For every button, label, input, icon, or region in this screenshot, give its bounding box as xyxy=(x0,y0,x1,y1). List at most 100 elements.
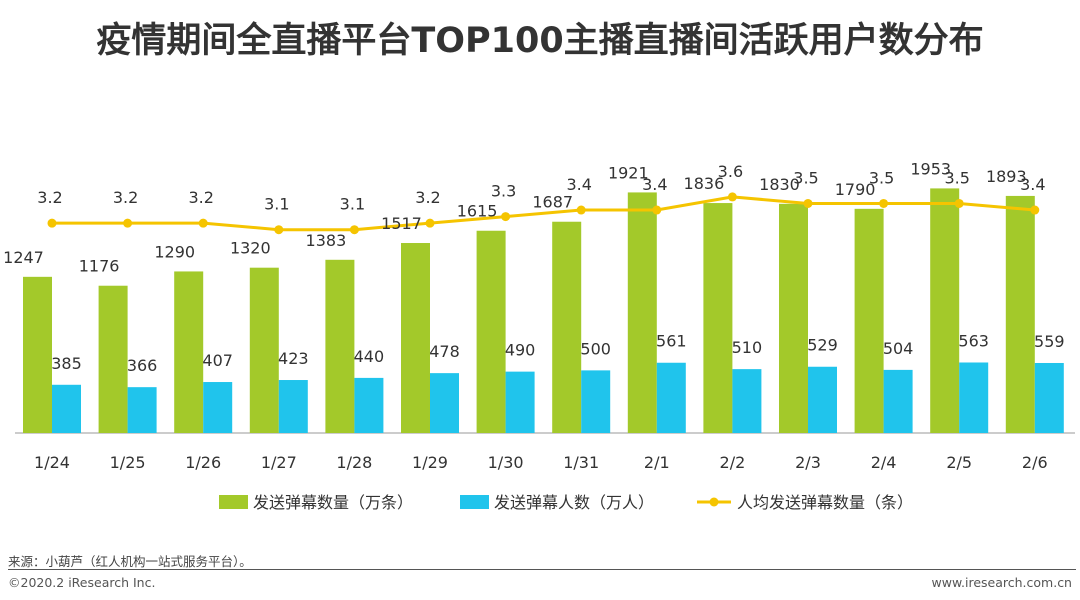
legend-label: 发送弹幕人数（万人） xyxy=(494,493,654,512)
x-tick-label: 1/27 xyxy=(261,453,297,472)
label-danmaku-count: 1830 xyxy=(759,175,800,194)
point-avg-danmaku xyxy=(879,198,889,208)
label-danmaku-users: 407 xyxy=(202,351,233,370)
source-note: 来源：小葫芦（红人机构一站式服务平台）。 xyxy=(8,554,252,569)
bar-danmaku-count xyxy=(627,192,657,433)
series-danmaku-users xyxy=(52,362,1064,433)
bar-danmaku-count xyxy=(552,221,582,433)
point-avg-danmaku xyxy=(727,192,737,202)
bar-danmaku-count xyxy=(1005,195,1035,433)
x-tick-label: 2/5 xyxy=(946,453,972,472)
bar-danmaku-count xyxy=(854,208,884,433)
x-tick-label: 1/31 xyxy=(563,453,599,472)
bar-danmaku-count xyxy=(476,230,506,433)
label-danmaku-count: 1517 xyxy=(381,214,422,233)
label-danmaku-users: 561 xyxy=(656,332,687,351)
label-avg-danmaku: 3.2 xyxy=(188,188,213,207)
bar-danmaku-users xyxy=(505,371,535,433)
bar-danmaku-users xyxy=(278,380,308,433)
x-tick-label: 1/25 xyxy=(110,453,146,472)
bar-danmaku-count xyxy=(23,276,52,433)
bar-danmaku-count xyxy=(249,267,279,433)
label-danmaku-count: 1615 xyxy=(457,202,498,221)
point-avg-danmaku xyxy=(47,218,57,228)
point-avg-danmaku xyxy=(803,198,813,208)
label-avg-danmaku: 3.1 xyxy=(264,195,289,214)
bar-danmaku-count xyxy=(401,243,430,433)
x-tick-label: 2/4 xyxy=(871,453,897,472)
x-tick-label: 1/28 xyxy=(336,453,372,472)
label-avg-danmaku: 3.2 xyxy=(37,188,62,207)
label-danmaku-users: 559 xyxy=(1034,332,1065,351)
bar-danmaku-users xyxy=(808,366,837,433)
label-avg-danmaku: 3.6 xyxy=(718,162,743,181)
label-danmaku-users: 366 xyxy=(127,356,158,375)
bar-danmaku-users xyxy=(1034,362,1064,433)
website-text: www.iresearch.com.cn xyxy=(931,575,1073,590)
bar-danmaku-users xyxy=(581,370,611,433)
legend-marker xyxy=(709,497,719,507)
label-avg-danmaku: 3.3 xyxy=(491,182,516,201)
label-avg-danmaku: 3.1 xyxy=(340,195,365,214)
label-danmaku-users: 440 xyxy=(354,347,385,366)
x-tick-label: 2/3 xyxy=(795,453,821,472)
point-avg-danmaku xyxy=(425,218,435,228)
label-danmaku-count: 1790 xyxy=(835,180,876,199)
x-tick-label: 1/26 xyxy=(185,453,221,472)
label-avg-danmaku: 3.2 xyxy=(415,188,440,207)
label-danmaku-count: 1687 xyxy=(532,193,573,212)
copyright-text: ©2020.2 iResearch Inc. xyxy=(8,575,156,590)
label-danmaku-count: 1893 xyxy=(986,167,1027,186)
label-danmaku-count: 1953 xyxy=(910,159,951,178)
bar-danmaku-users xyxy=(883,369,913,433)
bar-danmaku-count xyxy=(930,188,960,433)
legend-label: 人均发送弹幕数量（条） xyxy=(737,493,913,512)
data-labels: 1247 385 1176 366 1290 407 1320 423 1383 440 1517 4… xyxy=(3,159,1064,375)
series-avg-danmaku xyxy=(47,192,1040,235)
point-avg-danmaku xyxy=(652,205,662,215)
bar-danmaku-users xyxy=(959,362,989,433)
label-avg-danmaku: 3.5 xyxy=(793,168,818,187)
point-avg-danmaku xyxy=(274,225,284,235)
label-avg-danmaku: 3.4 xyxy=(1020,175,1045,194)
legend-swatch xyxy=(460,495,489,509)
x-tick-label: 1/24 xyxy=(34,453,70,472)
label-danmaku-count: 1383 xyxy=(306,231,347,250)
x-tick-label: 2/2 xyxy=(720,453,746,472)
label-danmaku-count: 1247 xyxy=(3,248,44,267)
bar-danmaku-users xyxy=(656,362,686,433)
legend: 发送弹幕数量（万条） 发送弹幕人数（万人） 人均发送弹幕数量（条） xyxy=(219,493,913,512)
bar-danmaku-users xyxy=(127,387,157,433)
x-tick-label: 1/29 xyxy=(412,453,448,472)
series-danmaku-count xyxy=(23,188,1035,433)
bar-danmaku-users xyxy=(52,384,81,433)
bar-danmaku-users xyxy=(203,382,233,433)
point-avg-danmaku xyxy=(123,218,133,228)
legend-swatch xyxy=(219,495,248,509)
point-avg-danmaku xyxy=(576,205,586,215)
x-tick-labels: 1/24 1/25 1/26 1/27 1/28 1/29 1/30 1/31 2/1 2/2 2/… xyxy=(34,453,1048,472)
footer-divider xyxy=(8,569,1076,570)
label-danmaku-count: 1921 xyxy=(608,163,649,182)
label-danmaku-users: 529 xyxy=(807,336,838,355)
label-danmaku-users: 500 xyxy=(580,339,611,358)
label-danmaku-count: 1320 xyxy=(230,239,271,258)
label-danmaku-users: 490 xyxy=(505,341,536,360)
label-danmaku-count: 1836 xyxy=(684,174,725,193)
bar-danmaku-users xyxy=(354,377,384,433)
label-danmaku-users: 510 xyxy=(732,338,763,357)
label-avg-danmaku: 3.4 xyxy=(642,175,667,194)
point-avg-danmaku xyxy=(349,225,359,235)
bar-danmaku-count xyxy=(779,203,808,433)
label-danmaku-users: 478 xyxy=(429,342,460,361)
label-danmaku-count: 1176 xyxy=(79,257,120,276)
point-avg-danmaku xyxy=(954,198,964,208)
point-avg-danmaku xyxy=(501,212,511,222)
label-avg-danmaku: 3.2 xyxy=(113,188,138,207)
label-avg-danmaku: 3.4 xyxy=(566,175,591,194)
bar-danmaku-count xyxy=(98,285,128,433)
label-danmaku-users: 385 xyxy=(51,354,82,373)
x-tick-label: 2/6 xyxy=(1022,453,1048,472)
bar-danmaku-count xyxy=(174,271,204,433)
